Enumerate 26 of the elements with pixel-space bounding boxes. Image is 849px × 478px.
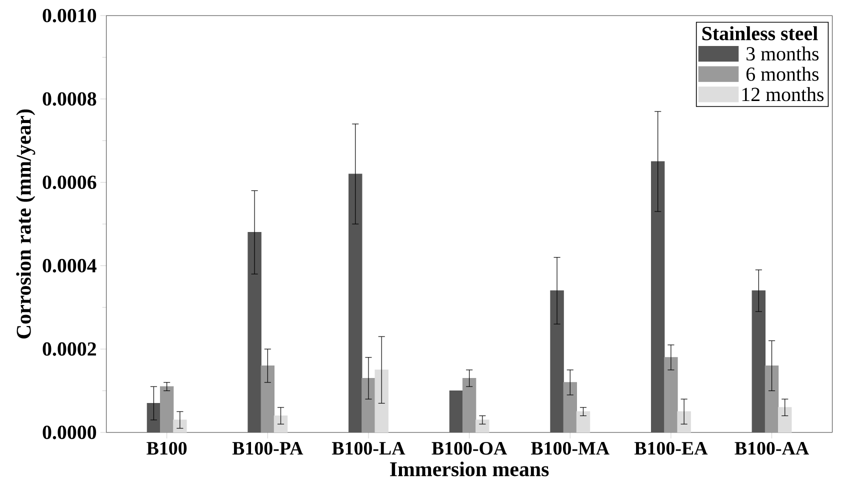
- x-axis-title: Immersion means: [390, 462, 549, 476]
- legend-label: 12 months: [742, 87, 824, 102]
- x-tick-label: B100-PA: [232, 442, 304, 455]
- y-axis-title: Corrosion rate (mm/year): [16, 110, 36, 339]
- bar: [576, 411, 590, 433]
- x-tick-label: B100-AA: [734, 442, 809, 455]
- legend-label: 6 months: [746, 66, 819, 81]
- x-tick-label: B100-LA: [332, 442, 406, 455]
- legend-label: 3 months: [746, 46, 819, 61]
- bar: [274, 416, 288, 433]
- y-tick-label: 0.0010: [42, 8, 96, 22]
- y-tick-label: 0.0006: [42, 176, 96, 190]
- x-tick-label: B100-EA: [634, 442, 708, 455]
- bar: [173, 420, 187, 433]
- x-tick-label: B100-MA: [530, 442, 610, 455]
- y-tick-label: 0.0004: [42, 259, 96, 273]
- legend-title: Stainless steel: [702, 26, 818, 40]
- y-tick-label: 0.0000: [42, 426, 96, 440]
- x-tick-label: B100-OA: [432, 442, 508, 455]
- bar: [677, 411, 691, 433]
- bar: [778, 407, 792, 433]
- y-tick-label: 0.0002: [42, 342, 96, 356]
- bar: [374, 370, 388, 433]
- y-tick-label: 0.0008: [42, 92, 96, 106]
- x-tick-label: B100: [146, 442, 187, 455]
- bar: [476, 420, 490, 433]
